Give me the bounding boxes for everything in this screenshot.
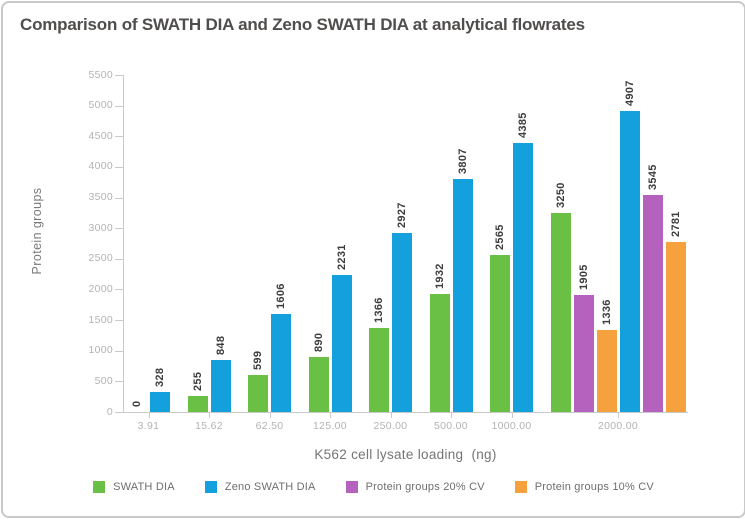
bar-swath-dia xyxy=(187,396,208,412)
y-tick-label: 5000 xyxy=(88,99,113,112)
y-tick-label: 4500 xyxy=(88,129,113,142)
bar-value-label: 1932 xyxy=(433,263,446,289)
x-tick-label: 1000.00 xyxy=(491,420,532,432)
bar-protein-groups-10-cv xyxy=(665,242,686,412)
x-tick-label: 2000.00 xyxy=(597,420,639,432)
y-tick-mark xyxy=(115,105,123,107)
bar-zeno-swath-dia xyxy=(150,392,170,412)
legend-label: Protein groups 20% CV xyxy=(365,481,485,493)
y-tick-label: 1500 xyxy=(88,313,113,326)
bar-value-label: 4907 xyxy=(623,80,636,106)
bar-value-label: 1366 xyxy=(373,297,385,323)
y-tick-mark xyxy=(115,381,123,383)
bar-zeno-swath-dia xyxy=(210,360,231,412)
bar-value-label: 1905 xyxy=(577,264,590,290)
bar-value-label: 3250 xyxy=(554,182,567,208)
bar-value-label: 328 xyxy=(154,367,166,387)
bar-value-label: 2927 xyxy=(396,202,408,228)
bar-value-label: 4385 xyxy=(517,112,529,138)
y-tick-mark xyxy=(115,320,123,322)
bar-zeno-swath-dia xyxy=(452,179,473,412)
legend-item-zeno-swath-dia: Zeno SWATH DIA xyxy=(204,481,316,493)
y-tick-mark xyxy=(115,412,123,413)
y-tick-mark xyxy=(115,228,123,230)
bar-value-label: 3545 xyxy=(646,164,659,190)
bar-zeno-swath-dia xyxy=(392,233,412,412)
x-tick-label: 3.91 xyxy=(137,420,160,432)
y-tick-label: 2000 xyxy=(88,282,113,295)
bar-value-label: 1336 xyxy=(600,299,613,325)
bar-value-label: 0 xyxy=(131,400,143,407)
legend-label: Protein groups 10% CV xyxy=(534,481,654,493)
x-tick-mark xyxy=(511,413,513,418)
bar-protein-groups-10-cv xyxy=(596,330,617,412)
x-tick-mark xyxy=(618,413,619,418)
bar-value-label: 2231 xyxy=(335,244,348,270)
y-tick-label: 1000 xyxy=(88,344,113,357)
legend-item-protein-groups-10-cv: Protein groups 10% CV xyxy=(514,481,654,493)
chart-title: Comparison of SWATH DIA and Zeno SWATH D… xyxy=(20,15,585,34)
y-tick-label: 3500 xyxy=(88,191,113,204)
y-tick-mark xyxy=(115,258,123,260)
bar-value-label: 848 xyxy=(214,335,227,355)
legend-item-protein-groups-20-cv: Protein groups 20% CV xyxy=(345,481,485,493)
y-tick-label: 0 xyxy=(106,405,113,418)
legend: SWATH DIA Zeno SWATH DIA Protein groups 20… xyxy=(3,481,744,493)
y-tick-mark xyxy=(115,289,123,291)
x-tick-mark xyxy=(148,413,150,418)
bar-value-label: 2781 xyxy=(669,211,682,237)
x-tick-mark xyxy=(451,413,452,418)
legend-label: Zeno SWATH DIA xyxy=(224,481,316,493)
bar-value-label: 3807 xyxy=(456,148,469,174)
y-tick-mark xyxy=(115,75,123,76)
x-tick-mark xyxy=(390,413,392,418)
x-tick-label: 15.62 xyxy=(195,420,223,432)
bar-value-label: 255 xyxy=(191,371,204,391)
x-tick-mark xyxy=(209,413,210,418)
plot-area: 0 500 1000 1500 2000 2500 3000 3500 4000 4500 5000… xyxy=(3,3,744,516)
x-tick-label: 125.00 xyxy=(313,420,347,432)
bar-swath-dia xyxy=(248,375,268,412)
legend-swatch-protein-groups-10-cv xyxy=(514,481,527,493)
y-tick-mark xyxy=(115,350,123,352)
y-tick-mark xyxy=(115,166,123,168)
y-tick-label: 2500 xyxy=(88,252,113,265)
y-tick-label: 500 xyxy=(94,374,113,387)
bar-swath-dia xyxy=(369,328,389,412)
bar-value-label: 2565 xyxy=(494,224,506,250)
x-axis-title: K562 cell lysate loading (ng) xyxy=(314,447,497,462)
y-tick-label: 3000 xyxy=(88,221,113,234)
legend-item-swath-dia: SWATH DIA xyxy=(93,481,175,493)
bar-zeno-swath-dia xyxy=(331,275,352,412)
bar-protein-groups-20-cv xyxy=(642,195,663,412)
y-tick-mark xyxy=(115,197,123,199)
legend-label: SWATH DIA xyxy=(113,481,175,493)
x-axis-line xyxy=(123,412,688,413)
legend-swatch-zeno-swath-dia xyxy=(204,481,217,493)
bar-value-label: 890 xyxy=(312,332,325,352)
x-tick-mark xyxy=(330,413,331,418)
bar-protein-groups-20-cv xyxy=(573,295,594,412)
bar-value-label: 1606 xyxy=(275,283,287,309)
bar-swath-dia xyxy=(308,357,329,412)
bar-zeno-swath-dia xyxy=(271,314,291,412)
x-tick-label: 500.00 xyxy=(434,420,468,432)
bar-zeno-swath-dia xyxy=(619,111,640,412)
bar-swath-dia xyxy=(490,255,510,412)
y-tick-mark xyxy=(115,136,123,138)
x-tick-label: 250.00 xyxy=(373,420,408,432)
legend-swatch-swath-dia xyxy=(93,481,106,493)
y-axis-line xyxy=(123,75,124,413)
bar-zeno-swath-dia xyxy=(513,143,533,412)
legend-swatch-protein-groups-20-cv xyxy=(345,481,358,493)
y-tick-label: 5500 xyxy=(88,68,113,81)
bar-swath-dia xyxy=(550,213,571,412)
x-tick-mark xyxy=(269,413,271,418)
y-tick-label: 4000 xyxy=(88,160,113,173)
bar-swath-dia xyxy=(429,294,450,412)
bar-value-label: 599 xyxy=(252,350,264,370)
x-tick-label: 62.50 xyxy=(255,420,284,432)
